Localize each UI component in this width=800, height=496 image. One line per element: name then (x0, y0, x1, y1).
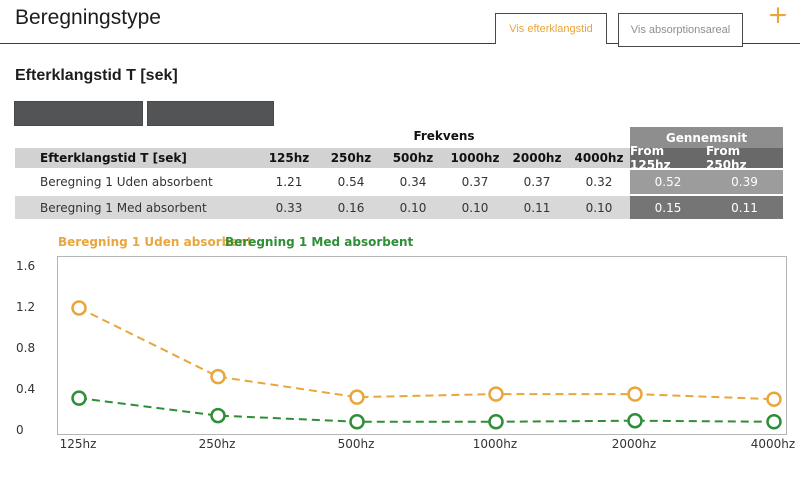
cell-value: 0.11 (523, 200, 551, 215)
gennemsnit-group-header: Gennemsnit (630, 127, 783, 148)
cell-value: 0.37 (461, 175, 489, 189)
column-header-250hz: 250hz (330, 151, 372, 165)
x-axis-tick: 4000hz (750, 437, 796, 451)
header-divider (0, 43, 800, 44)
y-axis-tick: 0.8 (16, 341, 36, 355)
cell-value: 0.10 (399, 200, 427, 215)
column-header-1000hz: 1000hz (450, 151, 500, 165)
chart-area (57, 256, 787, 435)
page-title: Beregningstype (15, 6, 161, 29)
cell-value: 0.34 (399, 175, 427, 189)
y-axis-tick: 0.4 (16, 382, 36, 396)
cell-value: 0.16 (337, 200, 365, 215)
column-header-from125hz: From 125hz (630, 144, 706, 172)
cell-average: 0.39 (706, 170, 783, 194)
frekvens-group-header: Frekvens (413, 129, 475, 143)
x-axis-tick: 125hz (59, 437, 97, 451)
toolbar-button-1[interactable] (14, 101, 143, 126)
column-header-500hz: 500hz (392, 151, 434, 165)
x-axis-tick: 2000hz (611, 437, 657, 451)
toolbar-button-2[interactable] (147, 101, 274, 126)
table-header-row: Efterklangstid T [sek] 125hz 250hz 500hz… (15, 144, 783, 172)
cell-average: 0.52 (630, 170, 706, 194)
add-icon[interactable]: + (767, 0, 789, 29)
section-heading: Efterklangstid T [sek] (15, 67, 178, 84)
column-header-2000hz: 2000hz (512, 151, 562, 165)
x-axis-tick: 250hz (198, 437, 236, 451)
column-header-from250hz: From 250hz (706, 144, 783, 172)
cell-value: 0.10 (461, 200, 489, 215)
legend-item-med-absorbent: Beregning 1 Med absorbent (225, 235, 414, 249)
column-header-125hz: 125hz (268, 151, 310, 165)
legend-item-uden-absorbent: Beregning 1 Uden absorbent (58, 235, 253, 249)
cell-value: 1.21 (275, 175, 303, 189)
cell-average: 0.11 (706, 196, 783, 219)
y-axis-tick: 1.6 (16, 259, 36, 273)
cell-value: 0.37 (523, 175, 551, 189)
column-header-label: Efterklangstid T [sek] (40, 151, 187, 165)
row-label: Beregning 1 Med absorbent (40, 200, 207, 215)
tab-label: Vis absorptionsareal (630, 24, 731, 36)
x-axis-tick: 500hz (337, 437, 375, 451)
x-axis-tick: 1000hz (472, 437, 518, 451)
cell-value: 0.33 (275, 200, 303, 215)
cell-average: 0.15 (630, 196, 706, 219)
cell-value: 0.54 (337, 175, 365, 189)
cell-value: 0.10 (585, 200, 613, 215)
tab-label: Vis efterklangstid (509, 23, 593, 35)
cell-value: 0.32 (585, 175, 613, 189)
column-header-4000hz: 4000hz (574, 151, 624, 165)
tab-vis-efterklangstid[interactable]: Vis efterklangstid (495, 13, 607, 44)
tab-vis-absorptionsareal[interactable]: Vis absorptionsareal (618, 13, 743, 47)
row-label: Beregning 1 Uden absorbent (40, 175, 213, 189)
chart-plot (71, 300, 782, 430)
table-row: Beregning 1 Med absorbent 0.33 0.16 0.10… (15, 196, 783, 219)
table-row: Beregning 1 Uden absorbent 1.21 0.54 0.3… (15, 170, 783, 194)
y-axis-tick: 0 (16, 423, 24, 437)
y-axis-tick: 1.2 (16, 300, 36, 314)
